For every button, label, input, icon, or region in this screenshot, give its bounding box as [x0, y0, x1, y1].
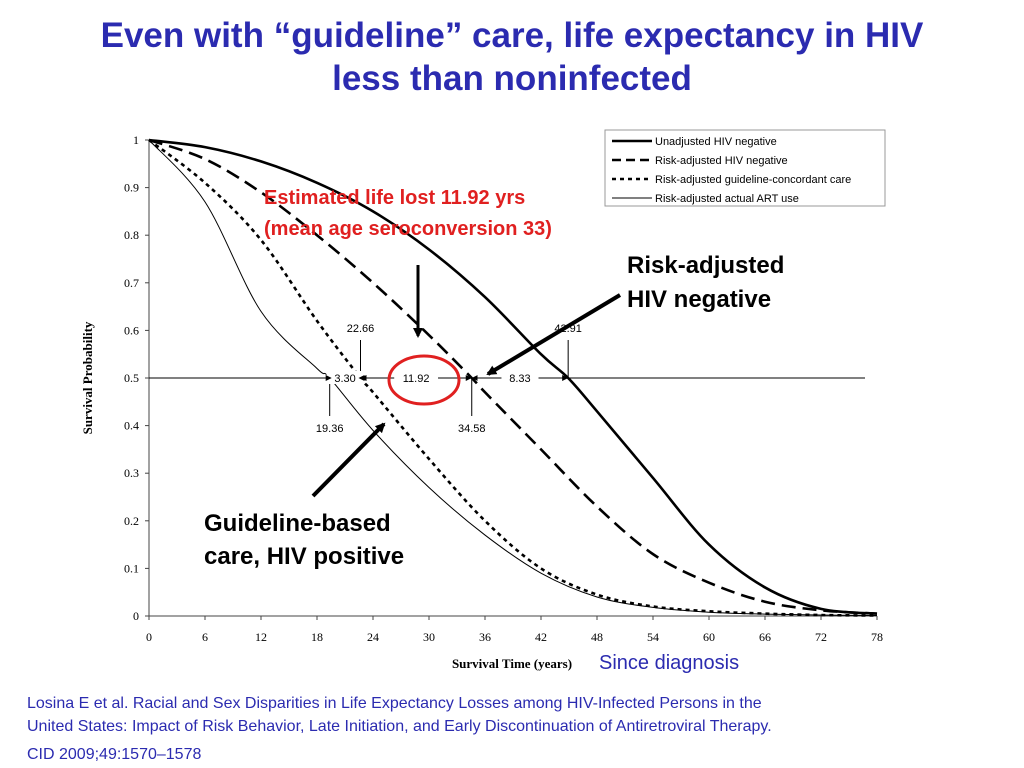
x-tick-label: 24: [367, 630, 379, 644]
citation: Losina E et al. Racial and Sex Dispariti…: [27, 692, 1007, 766]
series-line-solid-thick: [148, 138, 878, 615]
slide-title-line-2: less than noninfected: [332, 59, 692, 98]
life-lost-annotation-line-2: (mean age seroconversion 33): [264, 218, 552, 240]
highlight-circle: [387, 354, 461, 406]
y-tick-label: 0: [133, 609, 139, 623]
interval-label-bg: [501, 371, 539, 384]
guideline-label-line-2: care, HIV positive: [204, 543, 404, 570]
y-tick-label: 0.7: [124, 276, 139, 290]
risk-adjusted-label-line-2: HIV negative: [627, 286, 771, 313]
risk-adjusted-arrow: [486, 293, 622, 376]
y-tick-label: 0.6: [124, 323, 139, 337]
y-tick-label: 0.4: [124, 419, 139, 433]
series-line-dashed: [148, 138, 878, 615]
y-axis-label: Survival Probability: [80, 321, 95, 434]
y-tick-label: 1: [133, 133, 139, 147]
x-tick-label: 54: [647, 630, 659, 644]
survival-chart: 0 0.1 0.2 0.3 0.4 0.5 0.6 0.7 0.8 0.9 1 0 6 12 18 24 30 3…: [80, 129, 886, 674]
legend-label: Risk-adjusted actual ART use: [655, 193, 799, 205]
chart-ticks: 0 0.1 0.2 0.3 0.4 0.5 0.6 0.7 0.8 0.9 1 0 6 12 18 24 30 3…: [124, 133, 883, 644]
y-tick-label: 0.9: [124, 181, 139, 195]
median-label: 34.58: [458, 423, 486, 435]
legend-label: Unadjusted HIV negative: [655, 136, 777, 148]
citation-line-2: United States: Impact of Risk Behavior, …: [27, 718, 772, 735]
x-tick-label: 60: [703, 630, 715, 644]
x-axis-label: Survival Time (years): [452, 656, 572, 671]
interval-label: 11.92: [403, 373, 430, 385]
since-diagnosis-label: Since diagnosis: [599, 652, 739, 674]
interval-label: 3.30: [334, 373, 355, 385]
legend-label: Risk-adjusted guideline-concordant care: [655, 174, 851, 186]
citation-line-3: CID 2009;49:1570–1578: [27, 746, 202, 763]
y-tick-label: 0.1: [124, 561, 139, 575]
y-tick-label: 0.3: [124, 466, 139, 480]
chart-series: [148, 138, 878, 617]
x-tick-label: 72: [815, 630, 827, 644]
x-tick-label: 36: [479, 630, 491, 644]
slide-title: Even with “guideline” care, life expecta…: [20, 14, 1004, 100]
series-line-thin: [148, 139, 878, 617]
x-tick-label: 78: [871, 630, 883, 644]
median-label: 19.36: [316, 423, 344, 435]
series-line-dotted: [148, 138, 878, 617]
guideline-arrow: [311, 422, 386, 498]
x-tick-label: 0: [146, 630, 152, 644]
x-tick-label: 12: [255, 630, 267, 644]
interval-label-bg: [394, 371, 439, 384]
interval-label-bg: [326, 371, 364, 384]
slide-title-line-1: Even with “guideline” care, life expecta…: [100, 16, 924, 55]
y-tick-label: 0.2: [124, 514, 139, 528]
citation-line-1: Losina E et al. Racial and Sex Dispariti…: [27, 695, 762, 712]
legend-box: [604, 129, 886, 207]
x-tick-label: 42: [535, 630, 547, 644]
risk-adjusted-label-line-1: Risk-adjusted: [627, 252, 784, 279]
x-tick-label: 30: [423, 630, 435, 644]
chart-legend: Unadjusted HIV negative Risk-adjusted HIV…: [604, 129, 886, 207]
x-tick-label: 66: [759, 630, 771, 644]
legend-label: Risk-adjusted HIV negative: [655, 155, 788, 167]
interval-label: 8.33: [509, 373, 530, 385]
life-lost-annotation-line-1: Estimated life lost 11.92 yrs: [264, 187, 525, 209]
y-tick-label: 0.5: [124, 371, 139, 385]
guideline-label-line-1: Guideline-based: [204, 510, 391, 537]
x-tick-label: 48: [591, 630, 603, 644]
x-tick-label: 18: [311, 630, 323, 644]
x-tick-label: 6: [202, 630, 208, 644]
median-label: 22.66: [347, 323, 375, 335]
y-tick-label: 0.8: [124, 228, 139, 242]
